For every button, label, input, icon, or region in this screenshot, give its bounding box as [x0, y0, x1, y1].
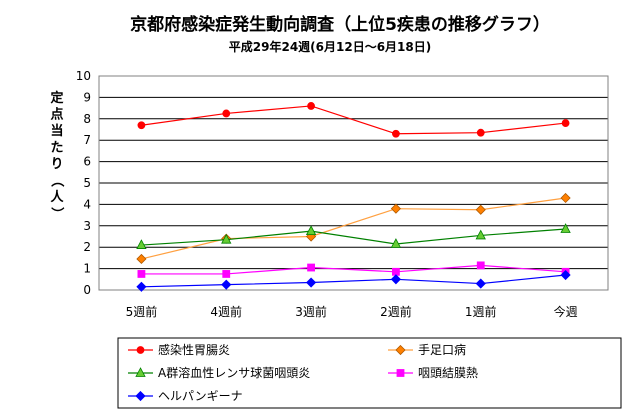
y-axis: 0 1 2 3 4 5 6 7 8 9 10 — [76, 69, 91, 297]
y-tick-label: 7 — [83, 133, 91, 147]
data-point — [476, 128, 485, 137]
y-tick-label: 1 — [83, 262, 91, 276]
series-line — [141, 274, 566, 288]
legend-marker — [135, 390, 146, 402]
chart-title: 京都府感染症発生動向調査（上位5疾患の推移グラフ） — [130, 14, 550, 35]
y-axis-label-char: 人 — [50, 189, 64, 205]
data-point — [137, 121, 146, 130]
series-3 — [136, 223, 571, 249]
data-point — [306, 277, 317, 288]
data-point — [136, 239, 147, 249]
y-axis-label-char: 点 — [50, 107, 63, 123]
legend-label: ヘルパンギーナ — [158, 389, 243, 403]
series-4 — [137, 261, 570, 278]
series-line — [141, 264, 566, 275]
data-point — [307, 102, 315, 110]
y-tick-label: 9 — [83, 90, 91, 104]
x-tick-label: 4週前 — [210, 304, 242, 319]
data-point — [136, 253, 147, 265]
legend-marker — [135, 367, 146, 377]
series-layer — [136, 102, 571, 292]
y-tick-label: 2 — [83, 240, 91, 254]
gridlines — [99, 96, 608, 270]
legend-item: 手足口病 — [388, 342, 466, 357]
data-point — [307, 263, 315, 272]
y-axis-label-char: ） — [49, 207, 65, 220]
data-point — [137, 270, 146, 278]
legend-item: 咽頭結膜熱 — [388, 366, 478, 380]
x-axis: 5週前 4週前 3週前 2週前 1週前 今週 — [126, 304, 578, 319]
data-point — [560, 223, 571, 233]
data-point — [475, 278, 486, 289]
series-line — [141, 105, 566, 135]
legend-item: 感染性胃腸炎 — [128, 342, 230, 357]
series-1 — [137, 102, 570, 138]
data-point — [390, 203, 401, 214]
legend-marker — [136, 346, 145, 354]
legend-item: A群溶血性レンサ球菌咽頭炎 — [128, 365, 310, 380]
data-point — [136, 281, 147, 292]
chart-subtitle: 平成29年24週(6月12日〜6月18日) — [229, 39, 431, 54]
y-axis-label-char: （ — [49, 174, 65, 187]
x-tick-label: 1週前 — [465, 304, 497, 319]
data-point — [475, 229, 486, 240]
legend-box — [117, 337, 622, 409]
x-tick-label: 5週前 — [126, 304, 158, 319]
x-tick-label: 今週 — [554, 304, 578, 319]
data-point — [222, 270, 231, 278]
legend-label: A群溶血性レンサ球菌咽頭炎 — [158, 365, 310, 380]
y-tick-label: 5 — [83, 176, 91, 190]
y-axis-label-char: 当 — [50, 123, 63, 139]
x-tick-label: 2週前 — [380, 304, 412, 319]
y-axis-label-char: り — [50, 157, 63, 172]
y-tick-label: 4 — [83, 197, 91, 211]
y-tick-label: 0 — [83, 283, 91, 297]
data-point — [221, 279, 232, 290]
data-point — [222, 109, 231, 118]
series-line — [141, 197, 566, 260]
y-axis-label-char: た — [50, 141, 63, 156]
data-point — [392, 129, 400, 138]
series-5 — [136, 269, 571, 292]
data-point — [390, 238, 402, 248]
legend-label: 感染性胃腸炎 — [158, 342, 230, 357]
y-tick-label: 3 — [83, 219, 91, 233]
x-tick-label: 3週前 — [295, 304, 327, 319]
series-line — [141, 228, 566, 246]
data-point — [221, 233, 232, 244]
legend-label: 手足口病 — [418, 342, 466, 357]
y-tick-label: 10 — [76, 69, 91, 83]
data-point — [561, 119, 570, 127]
data-point — [560, 269, 571, 281]
data-point — [390, 274, 401, 285]
data-point — [560, 192, 571, 204]
y-tick-label: 8 — [83, 112, 91, 126]
legend-marker — [396, 369, 405, 377]
data-point — [475, 204, 486, 215]
legend-marker — [395, 344, 406, 356]
y-axis-label-char: 定 — [49, 90, 63, 106]
data-point — [305, 225, 317, 236]
y-tick-label: 6 — [83, 155, 91, 169]
legend-label: 咽頭結膜熱 — [418, 366, 478, 380]
data-point — [476, 261, 485, 270]
legend-item: ヘルパンギーナ — [128, 389, 243, 403]
plot-area — [98, 75, 609, 291]
